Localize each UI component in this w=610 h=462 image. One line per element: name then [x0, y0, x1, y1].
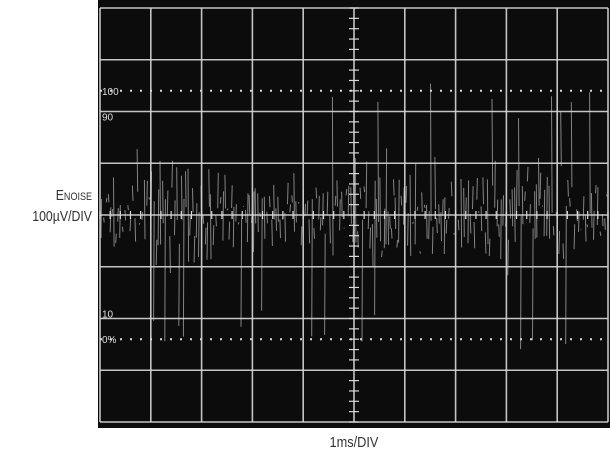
graticule-label: 90: [102, 113, 114, 124]
noise-spikes: [100, 83, 608, 350]
y-label-subscript: NOISE: [63, 191, 92, 203]
y-label-main: E: [55, 187, 64, 204]
x-axis-label: 1ms/DIV: [329, 434, 379, 451]
scope-screen: 100 90 10 0%: [98, 0, 610, 428]
y-axis-label: ENOISE 100µV/DIV: [17, 186, 92, 226]
graticule-label: 10: [102, 309, 114, 320]
graticule-label: 0%: [102, 335, 117, 346]
noise-trace: [100, 83, 608, 350]
graticule: [99, 7, 609, 423]
graticule-label: 100: [102, 87, 119, 98]
y-scale-label: 100µV/DIV: [32, 208, 92, 225]
graticule-labels: 100 90 10 0%: [102, 87, 119, 346]
